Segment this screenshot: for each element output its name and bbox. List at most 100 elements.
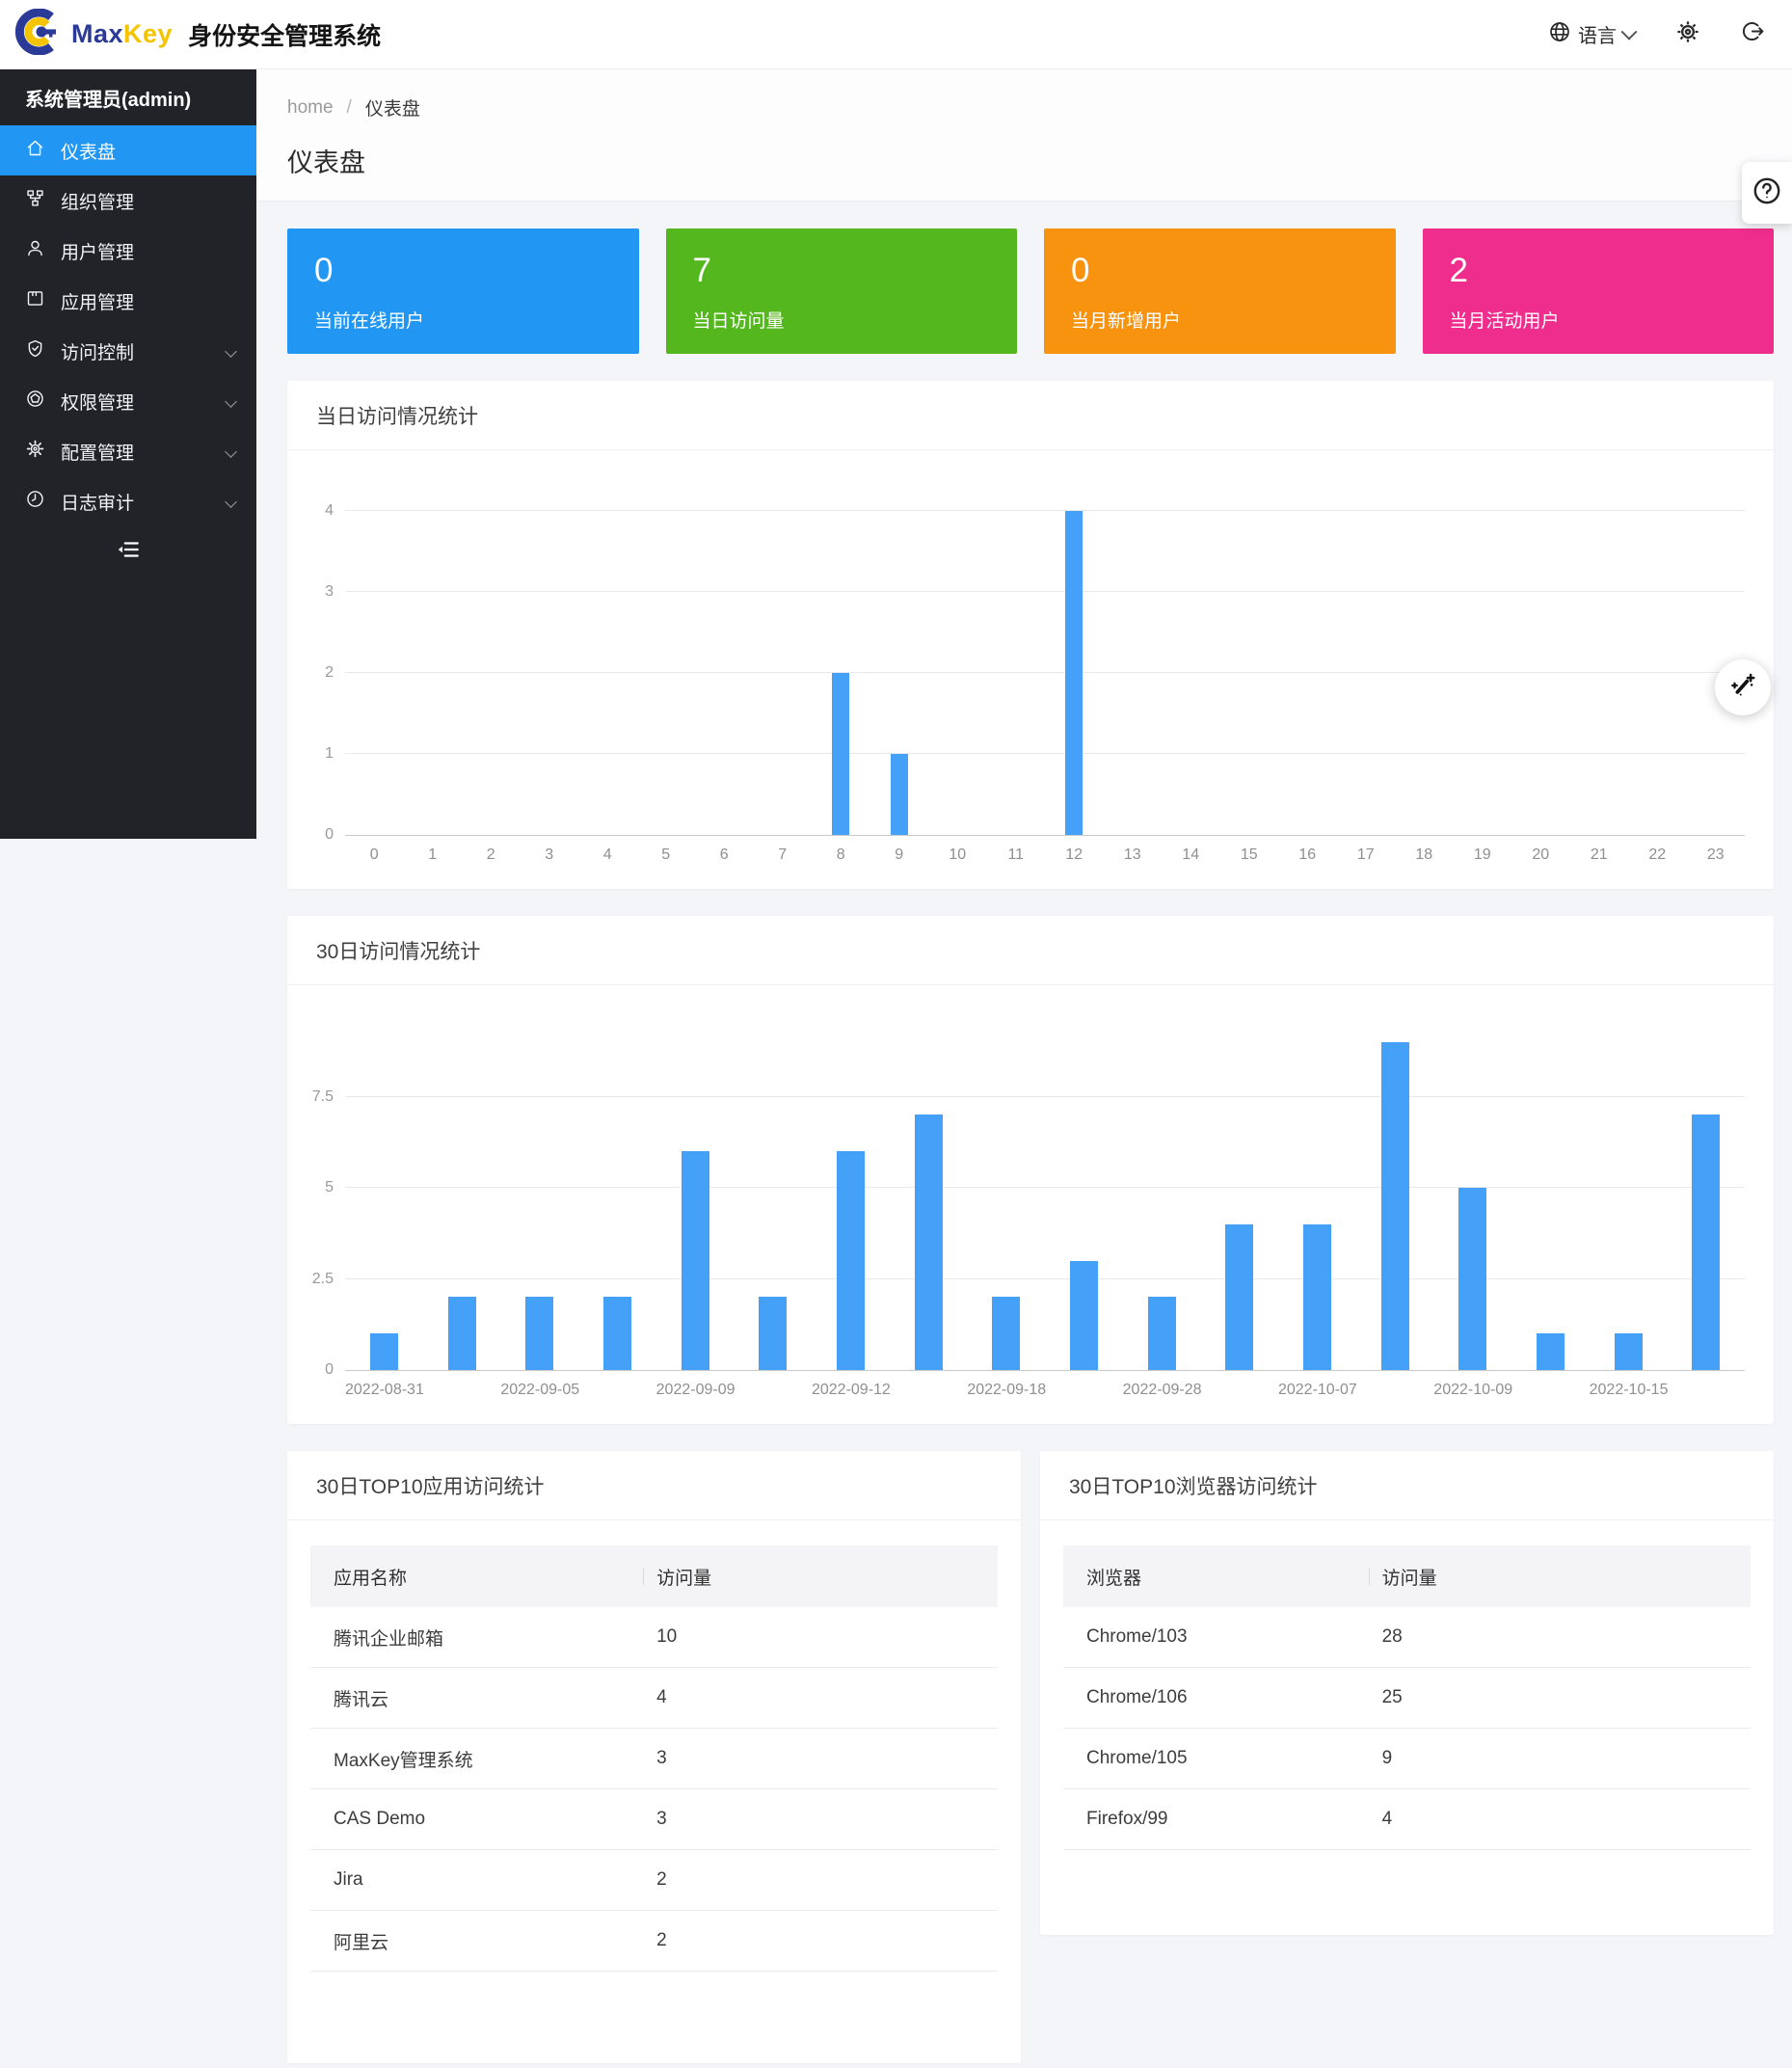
gear-icon [25,439,45,465]
table-row: 阿里云 2 [310,1911,998,1972]
bar-slot [754,450,813,835]
gridline [345,591,1745,592]
x-axis-tick-label [891,1382,967,1399]
sidebar-item-permissions[interactable]: 权限管理 [0,376,256,426]
bar-slot [734,1024,812,1370]
bar-slot [521,450,579,835]
logout-icon [1741,19,1765,49]
language-selector[interactable]: 语言 [1548,20,1638,49]
table-cell-count: 25 [1381,1687,1403,1707]
bar-slot [462,450,521,835]
breadcrumb-home-link[interactable]: home [287,96,334,118]
org-icon [25,188,45,214]
tables-row: 30日TOP10应用访问统计 应用名称 访问量 腾讯企业邮箱 10 腾讯云 4 MaxKey… [287,1451,1774,2063]
table-cell-count: 28 [1381,1626,1403,1647]
top-browsers-table-card: 30日TOP10浏览器访问统计 浏览器 访问量 Chrome/103 28 Chrome… [1040,1451,1774,1935]
x-axis-tick-label: 14 [1182,846,1200,863]
bar [681,1151,709,1370]
x-axis-tick-label: 10 [949,846,967,863]
x-axis-tick-label: 2022-08-31 [345,1382,424,1398]
table-cell-count: 10 [656,1626,678,1647]
bar-slot [987,450,1046,835]
chart-plot-area: 0 2.5 5 7.5 [312,1024,1745,1378]
chevron-down-icon [225,344,237,358]
bar-slot [1667,1024,1745,1370]
x-axis-tick-label: 2022-09-05 [500,1382,580,1398]
sidebar-item-label: 组织管理 [61,192,135,213]
bar-slot [695,450,754,835]
y-axis-tick-label: 7.5 [311,1088,334,1105]
bar-slot [1104,450,1163,835]
table-row: Chrome/106 25 [1063,1668,1751,1729]
x-axis-tick-label: 2 [486,846,495,863]
sidebar: 系统管理员(admin) 仪表盘 组织管理 用户管理 应用管理 访问控制 权限管理 配置管理… [0,69,256,839]
x-axis-tick-label: 1 [428,846,438,863]
bar-slot [1278,1024,1356,1370]
column-header: 应用名称 [334,1568,408,1589]
table-cell-name: 阿里云 [334,1932,389,1953]
bar-slot [967,1024,1045,1370]
chevron-down-icon [225,495,237,508]
chevron-down-icon [1620,23,1638,40]
sidebar-item-organization[interactable]: 组织管理 [0,175,256,226]
help-button[interactable] [1742,162,1792,224]
table-row: CAS Demo 3 [310,1789,998,1850]
x-axis-tick-label: 0 [369,846,379,863]
sidebar-item-logs[interactable]: 日志审计 [0,476,256,526]
magic-wand-button[interactable] [1715,659,1771,715]
x-axis-tick-label: 7 [778,846,788,863]
sidebar-item-label: 应用管理 [61,292,135,313]
table-cell-name: Jira [334,1869,363,1890]
bar-slot [1511,1024,1590,1370]
top-apps-table: 应用名称 访问量 腾讯企业邮箱 10 腾讯云 4 MaxKey管理系统 3 CAS Demo 3 J… [287,1520,1021,1972]
logout-button[interactable] [1741,19,1765,49]
bar [832,673,850,835]
bar-slot [1337,450,1396,835]
table-cell-name: CAS Demo [334,1809,426,1829]
bar-slot [578,1024,656,1370]
bar [1302,1223,1331,1370]
y-axis-tick-label: 5 [325,1179,334,1195]
y-axis-tick-label: 1 [325,745,334,762]
sidebar-item-dashboard[interactable]: 仪表盘 [0,125,256,175]
x-axis-labels: 0 1 2 3 4 5 6 7 8 9 10 11 12 13 14 15 16 17 18 19 20 21 22 23 [345,846,1745,864]
sidebar-item-config[interactable]: 配置管理 [0,426,256,476]
bar-slot [345,450,404,835]
gridline [345,672,1745,673]
bar-slot [1687,450,1746,835]
home-icon [25,138,45,164]
bar-slot [928,450,987,835]
header-actions: 语言 [1548,19,1765,50]
table-row: 腾讯云 4 [310,1668,998,1729]
x-axis-tick-label: 2022-09-18 [967,1382,1047,1398]
x-axis-tick-label: 11 [1007,846,1025,863]
bar [1614,1333,1643,1370]
bar-slot [500,1024,578,1370]
gridline [345,1095,1745,1097]
bar-slot [1433,1024,1511,1370]
bar-slot [890,1024,968,1370]
gridline [345,753,1745,754]
bar [602,1297,631,1370]
app-icon [25,288,45,314]
x-axis-tick-label: 22 [1648,846,1667,863]
bar-slot [812,450,870,835]
sidebar-item-users[interactable]: 用户管理 [0,226,256,276]
gridline [345,510,1745,511]
x-axis-tick-label [1046,1382,1122,1399]
question-circle-icon [1751,175,1783,212]
breadcrumb-current: 仪表盘 [364,99,420,120]
sidebar-collapse-button[interactable] [0,526,256,577]
bar [836,1151,865,1370]
x-axis-tick-label: 2022-10-09 [1433,1382,1513,1398]
table-cell-count: 2 [656,1869,667,1890]
stat-card-1: 7 当日访问量 [665,228,1017,354]
x-axis-tick-label: 2022-10-07 [1277,1382,1357,1398]
sidebar-item-apps[interactable]: 应用管理 [0,276,256,326]
table-title: 30日TOP10浏览器访问统计 [1040,1451,1774,1520]
x-axis-tick-label: 8 [836,846,845,863]
stat-cards-row: 0 当前在线用户 7 当日访问量 0 当月新增用户 2 当月活动用户 [287,228,1774,354]
x-axis-tick-label: 5 [661,846,671,863]
settings-button[interactable] [1675,19,1700,50]
sidebar-item-access[interactable]: 访问控制 [0,326,256,376]
